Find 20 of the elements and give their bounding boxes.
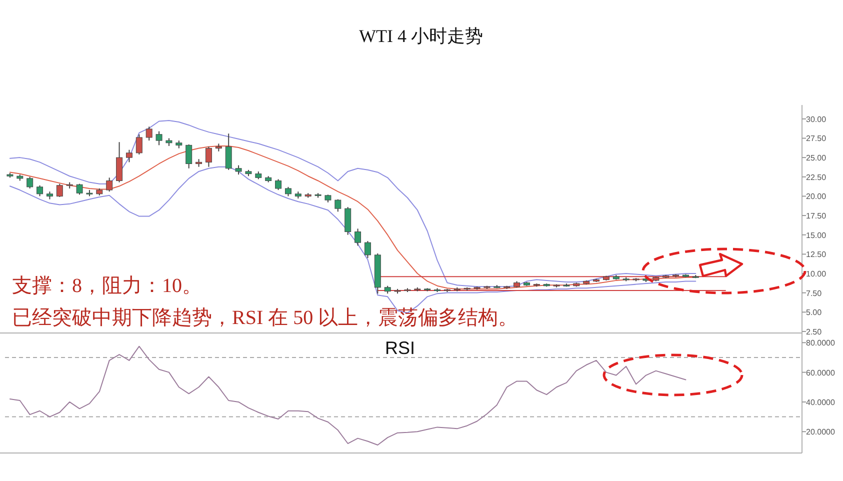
y-tick-label: 25.00: [806, 154, 827, 163]
chart-title: WTI 4 小时走势: [359, 26, 483, 46]
y-tick-label: 22.50: [806, 172, 827, 182]
y-tick-label: 12.50: [806, 250, 827, 260]
y-tick-label: 20.00: [806, 192, 827, 202]
y-tick-label: 30.00: [806, 114, 827, 124]
y-tick-label: 5.00: [806, 308, 822, 318]
y-tick-label: 10.00: [806, 269, 827, 278]
y-tick-label: 60.0000: [806, 368, 836, 378]
y-tick-label: 2.50: [806, 327, 822, 336]
chart-title: RSI: [384, 338, 416, 358]
annotation: 已经突破中期下降趋势，RSI 在 50 以上，震荡偏多结构。: [12, 307, 518, 329]
y-tick-label: 7.50: [806, 288, 822, 298]
y-tick-label: 20.0000: [806, 428, 836, 437]
y-tick-label: 27.50: [806, 134, 827, 144]
y-tick-label: 17.50: [806, 212, 827, 221]
y-tick-label: 80.0000: [806, 338, 836, 348]
y-tick-label: 40.0000: [806, 398, 836, 407]
annotation: 支撑：8，阻力：10。: [12, 275, 202, 297]
y-tick-label: 15.00: [806, 230, 827, 240]
